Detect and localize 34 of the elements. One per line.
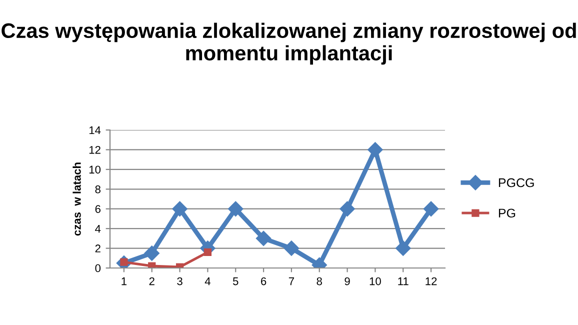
point bbox=[368, 142, 383, 158]
y-tick-label: 12 bbox=[89, 146, 100, 154]
legend-label: PG bbox=[498, 208, 516, 218]
x-tick-label: 3 bbox=[177, 277, 182, 286]
y-tick-label: 0 bbox=[95, 264, 101, 272]
point bbox=[284, 240, 300, 256]
y-tick-label: 4 bbox=[95, 224, 101, 233]
x-tick-label: 4 bbox=[204, 277, 210, 286]
y-tick-label: 10 bbox=[89, 166, 101, 174]
point bbox=[148, 262, 156, 268]
y-tick-label: 6 bbox=[95, 205, 100, 213]
y-tick-label: 2 bbox=[95, 244, 100, 252]
x-tick-label: 5 bbox=[232, 277, 238, 286]
y-tick-label: 8 bbox=[95, 185, 100, 194]
point bbox=[256, 230, 272, 246]
y-tick-label: 14 bbox=[89, 126, 101, 134]
x-tick-label: 11 bbox=[398, 277, 408, 286]
x-tick-label: 10 bbox=[370, 277, 381, 286]
point bbox=[144, 246, 160, 261]
y-axis-title: czas w latach bbox=[72, 162, 81, 236]
x-tick-label: 12 bbox=[426, 277, 437, 286]
point bbox=[396, 240, 411, 256]
chart-title: Czas występowania zlokalizowanej zmiany rozrostowej od momentu implantacji bbox=[2, 22, 576, 65]
x-tick-label: 1 bbox=[122, 277, 127, 286]
x-tick-label: 8 bbox=[316, 277, 322, 286]
x-tick-label: 9 bbox=[344, 277, 350, 286]
point bbox=[228, 201, 244, 216]
legend-label: PGCG bbox=[498, 178, 534, 188]
x-tick-label: 7 bbox=[288, 277, 294, 286]
point bbox=[423, 201, 439, 216]
x-tick-label: 2 bbox=[149, 277, 154, 286]
point bbox=[340, 201, 355, 216]
x-tick-label: 6 bbox=[261, 277, 266, 286]
point bbox=[172, 201, 188, 216]
